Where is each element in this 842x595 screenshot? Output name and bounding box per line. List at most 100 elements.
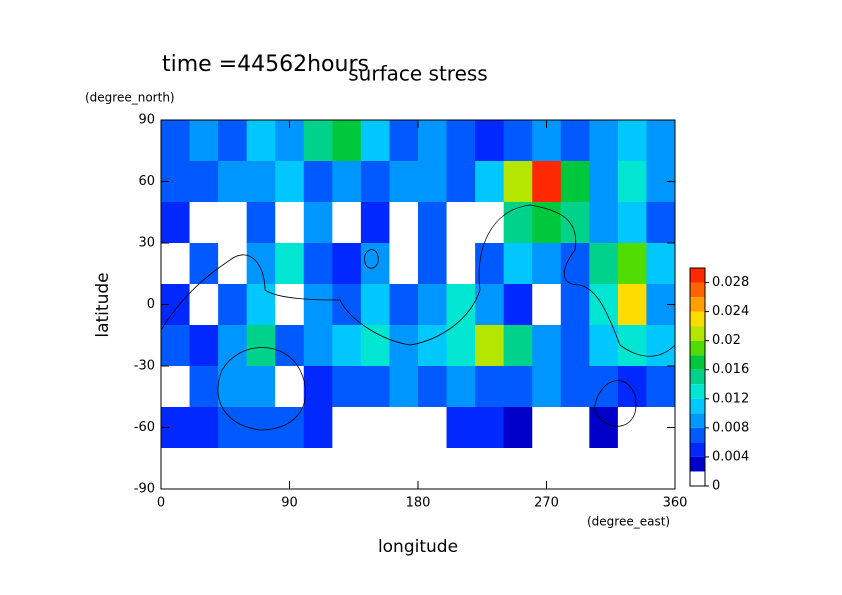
contour-cell <box>418 284 448 326</box>
contour-cell <box>389 366 419 408</box>
contour-cell <box>446 284 476 326</box>
contour-cell <box>389 448 419 490</box>
contour-cell <box>303 243 333 285</box>
contour-cell <box>303 202 333 244</box>
contour-cell <box>589 407 619 449</box>
contour-cell <box>532 243 562 285</box>
contour-cell <box>303 325 333 367</box>
contour-cell <box>161 448 191 490</box>
contour-cell <box>389 284 419 326</box>
contour-cell <box>161 120 191 162</box>
contour-cell <box>246 407 276 449</box>
contour-cell <box>503 366 533 408</box>
contour-cell <box>218 202 248 244</box>
contour-cell <box>617 243 647 285</box>
y-tick-label: 90 <box>138 113 155 128</box>
colorbar-tick-label: 0.028 <box>712 275 749 290</box>
contour-cell <box>418 161 448 203</box>
y-tick-label: 30 <box>138 236 155 251</box>
contour-cell <box>332 161 362 203</box>
y-tick-label: -30 <box>134 359 155 374</box>
contour-cell <box>446 202 476 244</box>
contour-cell <box>246 161 276 203</box>
colorbar-swatch <box>690 297 705 312</box>
colorbar: 0 0.004 0.008 0.012 0.016 0.02 0.024 0.028 <box>689 267 749 494</box>
y-unit: (degree_north) <box>85 91 175 105</box>
contour-cell <box>389 325 419 367</box>
contour-cell <box>532 161 562 203</box>
contour-cell <box>418 120 448 162</box>
contour-cell <box>303 161 333 203</box>
contour-cell <box>360 161 390 203</box>
contour-cell <box>617 284 647 326</box>
contour-cell <box>332 120 362 162</box>
contour-cell <box>189 407 219 449</box>
coastline <box>217 347 307 431</box>
contour-cell <box>218 161 248 203</box>
contour-cell <box>617 407 647 449</box>
contour-cell <box>389 243 419 285</box>
x-unit: (degree_east) <box>587 515 670 529</box>
contour-cell <box>332 366 362 408</box>
contour-cell <box>189 325 219 367</box>
colorbar-tick-label: 0.004 <box>712 449 749 464</box>
contour-cell <box>560 161 590 203</box>
contour-cell <box>532 284 562 326</box>
contour-cell <box>446 407 476 449</box>
colorbar-swatch <box>690 326 705 341</box>
contour-cell <box>560 448 590 490</box>
contour-cell <box>332 448 362 490</box>
contour-cell <box>389 407 419 449</box>
contour-cell <box>560 407 590 449</box>
contour-cell <box>275 243 305 285</box>
contour-cell <box>246 366 276 408</box>
colorbar-swatch <box>690 311 705 327</box>
y-tick-label: -90 <box>134 482 155 497</box>
contour-cell <box>246 202 276 244</box>
contour-cell <box>589 161 619 203</box>
contour-cell <box>218 243 248 285</box>
contour-cell <box>161 325 191 367</box>
contour-cell <box>275 284 305 326</box>
contour-cell <box>246 325 276 367</box>
contour-cell <box>303 284 333 326</box>
contour-cell <box>332 284 362 326</box>
colorbar-tick-label: 0.016 <box>712 362 749 377</box>
contour-cell <box>218 325 248 367</box>
contour-cell <box>161 202 191 244</box>
contour-cell <box>303 448 333 490</box>
contour-cell <box>189 366 219 408</box>
contour-cell <box>503 202 533 244</box>
contour-cell <box>418 366 448 408</box>
contour-cell <box>161 366 191 408</box>
colorbar-swatch <box>690 398 705 414</box>
chart-subtitle: time =44562hours <box>162 52 369 77</box>
colorbar-swatch <box>690 369 705 385</box>
contour-cell <box>503 243 533 285</box>
contour-cell <box>360 366 390 408</box>
contour-cell <box>332 325 362 367</box>
contour-cell <box>446 120 476 162</box>
x-tick-label: 270 <box>534 496 559 511</box>
contour-cell <box>646 243 676 285</box>
x-tick-label: 180 <box>406 496 431 511</box>
contour-cell <box>446 325 476 367</box>
colorbar-swatch <box>690 427 705 443</box>
contour-cell <box>189 284 219 326</box>
contour-cell <box>617 161 647 203</box>
contour-cell <box>532 202 562 244</box>
y-tick-label: -60 <box>134 420 155 435</box>
colorbar-swatch <box>690 340 705 356</box>
contour-cell <box>275 161 305 203</box>
contour-cell <box>246 243 276 285</box>
contour-cell <box>303 407 333 449</box>
y-tick-label: 60 <box>138 174 155 189</box>
colorbar-swatch <box>690 471 705 486</box>
contour-cell <box>503 284 533 326</box>
contour-cell <box>389 202 419 244</box>
contour-cell <box>275 202 305 244</box>
contour-cell <box>275 366 305 408</box>
contour-cell <box>246 284 276 326</box>
contour-cell <box>418 202 448 244</box>
colorbar-swatch <box>690 384 705 399</box>
